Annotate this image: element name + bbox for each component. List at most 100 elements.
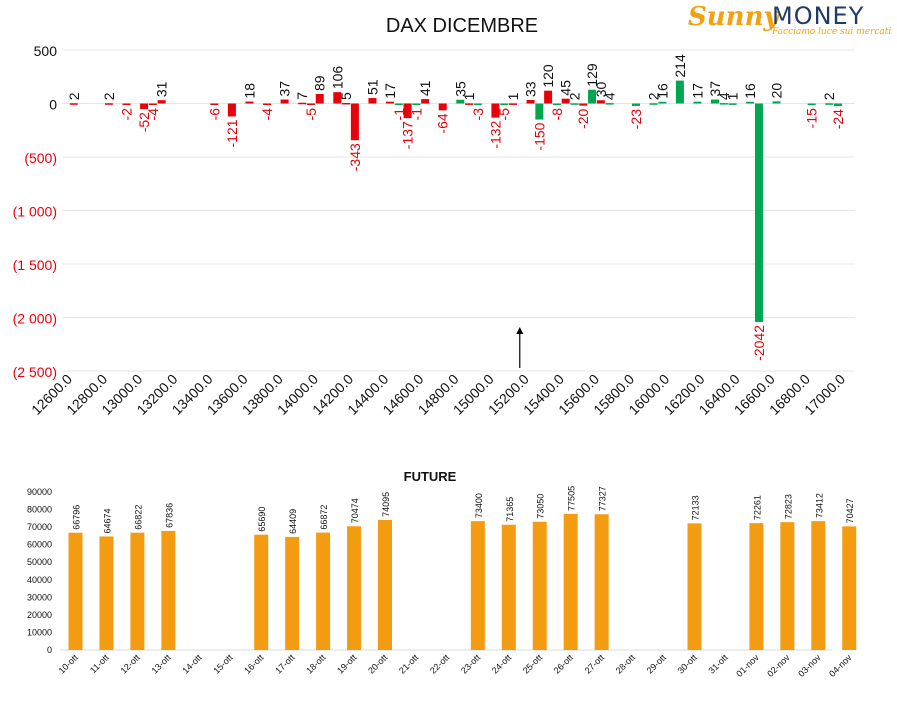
bar (465, 103, 474, 105)
data-label: 89 (312, 75, 328, 91)
data-label: -64 (435, 113, 451, 133)
data-label: -132 (487, 120, 503, 148)
bar (631, 103, 640, 106)
future-x-tick-label: 28-ott (614, 652, 638, 676)
future-x-tick-label: 04-nov (827, 652, 854, 679)
data-label: 214 (672, 54, 688, 78)
data-label: -2 (118, 108, 134, 121)
future-data-label: 65690 (257, 507, 267, 532)
future-bar (347, 526, 362, 650)
data-label: -24 (830, 109, 846, 129)
future-x-tick-label: 03-nov (796, 652, 823, 679)
bar (693, 101, 702, 104)
data-label: -20 (575, 108, 591, 128)
future-x-tick-label: 14-ott (180, 652, 204, 676)
data-label: -1 (408, 108, 424, 121)
bar (825, 103, 834, 105)
future-bar (285, 536, 300, 650)
future-x-tick-label: 12-ott (118, 652, 142, 676)
price-arrow-head (516, 327, 524, 334)
future-bar (130, 532, 145, 650)
bar (342, 102, 351, 105)
data-label: 33 (523, 81, 539, 97)
future-x-tick-label: 29-ott (645, 652, 669, 676)
bar (754, 103, 763, 322)
bar (438, 103, 447, 111)
y-tick-label: 500 (34, 43, 58, 59)
bar (148, 103, 157, 105)
bar (719, 103, 728, 105)
data-label: -121 (224, 119, 240, 147)
data-label: 2 (821, 92, 837, 100)
data-label: 7 (294, 92, 310, 100)
data-label: 17 (689, 83, 705, 99)
future-data-label: 72133 (691, 495, 701, 520)
future-title: FUTURE (404, 469, 457, 484)
bar (227, 103, 236, 117)
data-label: 18 (241, 83, 257, 99)
data-label: 51 (364, 79, 380, 95)
future-x-tick-label: 22-ott (428, 652, 452, 676)
data-label: 4 (716, 92, 732, 100)
future-bar (563, 513, 578, 650)
data-label: 129 (584, 63, 600, 87)
data-label: -6 (206, 108, 222, 121)
future-data-label: 71365 (505, 497, 515, 522)
data-label: 16 (742, 83, 758, 99)
data-label: 16 (654, 83, 670, 99)
future-x-tick-label: 24-ott (490, 652, 514, 676)
data-label: 4 (602, 92, 618, 100)
bar (675, 80, 684, 104)
data-label: 2 (66, 92, 82, 100)
future-bar (842, 526, 857, 650)
future-data-label: 64674 (102, 508, 112, 533)
future-x-tick-label: 18-ott (304, 652, 328, 676)
logo-brand-sunny: Sunny (688, 2, 779, 32)
data-label: -5 (303, 108, 319, 121)
future-data-label: 74095 (381, 492, 391, 517)
future-bar (501, 524, 516, 650)
dax-december-chart: DAX DICEMBRE 500 0 (500) (1 000) (1 500) (2 00… (13, 15, 855, 418)
future-y-tick-label: 90000 (27, 487, 52, 497)
data-label: 2 (566, 92, 582, 100)
bar (579, 103, 588, 106)
y-tick-label: (2 000) (13, 311, 57, 327)
future-bar (532, 521, 547, 650)
data-label: -3 (470, 108, 486, 121)
bar (280, 99, 289, 104)
bar (245, 101, 254, 104)
future-x-tick-label: 11-ott (88, 652, 111, 675)
bar (403, 103, 412, 119)
bar (561, 98, 570, 104)
future-bar (378, 519, 392, 650)
future-x-tick-label: 17-ott (273, 652, 297, 676)
data-label: 20 (769, 83, 785, 99)
bar (746, 101, 755, 104)
bar (508, 103, 517, 105)
bar (394, 103, 403, 105)
data-label: 5 (338, 92, 354, 100)
bar (834, 103, 842, 107)
future-bar (254, 534, 269, 650)
future-x-tick-label: 13-ott (149, 652, 173, 676)
bar (772, 101, 781, 104)
y-tick-label: (1 500) (13, 257, 57, 273)
bar (104, 103, 113, 105)
chart-title: DAX DICEMBRE (386, 15, 538, 37)
bar (315, 93, 324, 104)
sunny-money-logo: Sunny MONEY Facciamo luce sui mercati (688, 2, 893, 42)
bar (807, 103, 816, 106)
data-label: 1 (725, 92, 741, 100)
future-x-tick-label: 21-ott (397, 652, 421, 676)
future-x-tick-label: 10-ott (57, 652, 81, 676)
future-y-tick-label: 20000 (27, 610, 52, 620)
future-data-label: 77505 (567, 486, 577, 511)
bar (535, 103, 544, 120)
future-x-tick-label: 30-ott (676, 652, 700, 676)
bar (140, 103, 149, 110)
data-label: 2 (646, 92, 662, 100)
future-bar (749, 523, 764, 650)
bar (649, 103, 658, 105)
bar (69, 103, 78, 105)
